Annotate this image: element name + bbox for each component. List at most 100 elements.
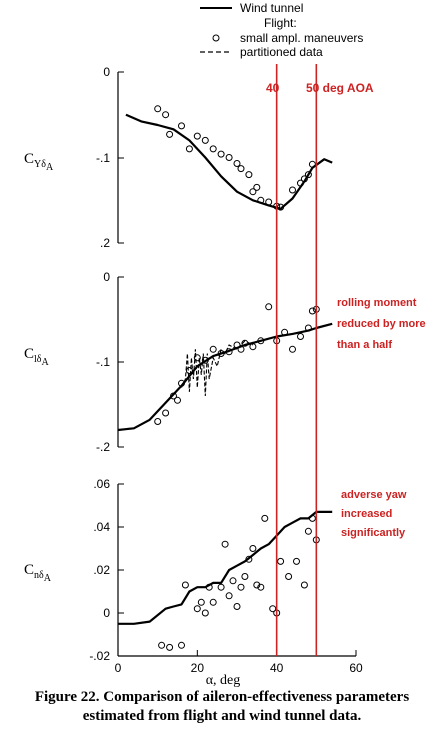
panel-cn-ytick-label: .02 [93,563,110,577]
panel-cl: 0 -.1 -.2 ClδA [24,270,333,454]
small-ampl-point [158,641,166,649]
small-ampl-point [297,333,304,340]
small-ampl-point [300,581,308,589]
legend-wind-tunnel-label: Wind tunnel [240,1,303,15]
legend: Wind tunnel Flight: small ampl. maneuver… [200,1,363,59]
small-ampl-point [178,379,185,387]
annotation-rolling-2: reduced by more [337,318,426,330]
small-ampl-point [197,598,205,606]
small-ampl-point [304,527,312,535]
small-ampl-point [181,581,189,589]
small-ampl-point [233,603,241,610]
aoa-markers [275,64,318,656]
wind-tunnel-line [117,322,333,432]
small-ampl-point [261,514,269,522]
small-ampl-point [193,605,201,613]
small-ampl-point [233,341,241,349]
small-ampl-point [241,573,249,580]
small-ampl-point [178,641,185,649]
small-ampl-point [245,171,253,179]
small-ampl-point [237,583,245,591]
small-ampl-point [253,183,261,191]
small-ampl-point [257,337,265,345]
small-ampl-point [300,175,308,183]
small-ampl-point [193,132,201,140]
small-ampl-point [154,418,162,425]
small-ampl-point [205,583,213,591]
small-ampl-point [257,583,265,591]
small-ampl-point [162,111,170,119]
small-ampl-point [193,354,201,362]
wind-tunnel-line [125,113,333,210]
caption-line-2: estimated from flight and wind tunnel da… [82,708,362,724]
small-ampl-point [277,203,285,211]
panel-cy-marks [125,105,333,211]
small-ampl-point [237,345,245,353]
panel-cn-xlabel: α, deg [206,673,241,688]
panel-cl-marks [117,303,333,432]
small-ampl-point [217,350,225,357]
small-ampl-point [201,609,209,617]
small-ampl-point [281,328,289,336]
panel-cy-tick-label-0: 0 [103,65,110,79]
small-ampl-point [217,583,225,591]
small-ampl-point [201,136,209,144]
small-ampl-point [304,171,312,179]
panel-cn-xtick-label: 0 [115,661,122,675]
small-ampl-point [297,179,304,187]
small-ampl-point [241,339,249,347]
small-ampl-point [289,186,296,194]
panel-cn: .06 .04 .02 0 -.02 0 20 40 60 CnδA α, deg [24,477,363,688]
small-ampl-point [162,409,170,417]
panel-cy: 0 -.1 .2 CYδA [24,65,333,250]
annotation-yaw-2: increased [341,508,392,520]
annotation-yaw-1: adverse yaw [341,489,407,501]
small-ampl-point [249,343,257,351]
caption-line-1: Figure 22. Comparison of aileron-effecti… [34,689,410,705]
small-ampl-point [245,555,253,563]
small-ampl-point [253,581,261,589]
aoa-label-40: 40 [266,81,280,95]
small-ampl-point [209,145,217,153]
small-ampl-point [277,557,285,565]
small-ampl-point [237,165,245,173]
small-ampl-point [209,598,217,606]
small-ampl-point [209,345,217,353]
small-ampl-point [154,105,162,113]
panel-cy-tick-label-2: .2 [100,236,110,250]
small-ampl-point [308,160,316,168]
small-ampl-point [293,557,300,565]
small-ampl-point [269,605,277,613]
small-ampl-point [225,154,233,161]
panel-cl-tick-label-2: -.2 [96,440,110,454]
small-ampl-point [229,577,237,585]
small-ampl-point [289,345,296,353]
panel-cn-ytick-label: -.02 [89,649,110,663]
panel-cn-xtick-label: 20 [191,661,205,675]
small-ampl-point [178,122,185,130]
legend-flight-header: Flight: [264,16,297,30]
small-ampl-point [233,160,241,167]
small-ampl-point [225,592,233,600]
panel-cl-ylabel: ClδA [24,346,50,368]
small-ampl-point [265,198,273,206]
small-ampl-point [257,196,265,204]
panel-cn-ylabel: CnδA [24,562,52,584]
small-ampl-point [185,367,193,374]
panel-cn-ytick-label: .06 [93,477,110,491]
small-ampl-point [308,514,316,522]
legend-small-ampl-marker [212,34,220,42]
small-ampl-point [308,307,316,315]
panel-cn-ytick-label: 0 [103,606,110,620]
small-ampl-point [201,356,209,364]
panel-cn-xtick-label: 40 [270,661,284,675]
small-ampl-point [170,392,177,400]
small-ampl-point [185,145,193,153]
annotation-yaw-3: significantly [341,527,406,539]
aoa-label-50: 50 deg AOA [306,81,374,95]
small-ampl-point [285,573,293,580]
small-ampl-point [221,540,229,548]
small-ampl-point [174,396,181,404]
wind-tunnel-line [118,510,333,625]
